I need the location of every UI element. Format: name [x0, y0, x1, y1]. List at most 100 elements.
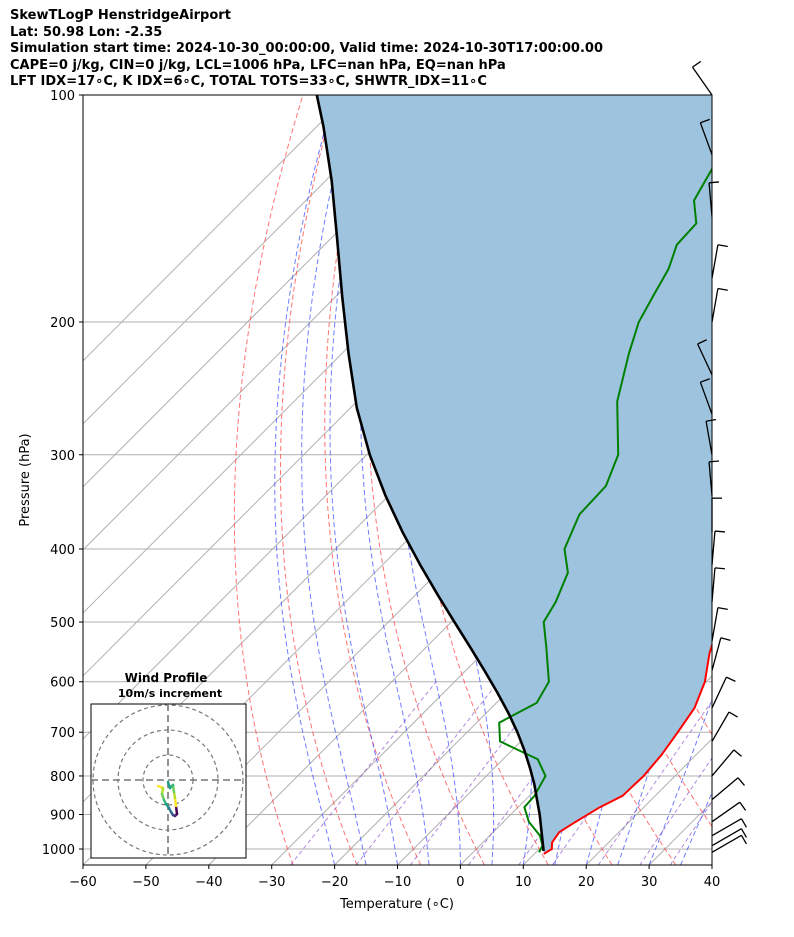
- title-line-location: Lat: 50.98 Lon: -2.35: [10, 24, 163, 40]
- wind-barb: [711, 834, 748, 853]
- barb-staff: [711, 288, 719, 323]
- y-axis-label: Pressure (hPa): [18, 433, 33, 526]
- barb-staff: [711, 749, 735, 777]
- barb-flag: [717, 606, 728, 611]
- barb-flag: [708, 460, 720, 463]
- barb-flag: [740, 828, 748, 838]
- barb-staff: [711, 818, 742, 837]
- title-line-station: SkewTLogP HenstridgeAirport: [10, 8, 231, 23]
- barb-flag: [720, 637, 731, 642]
- barb-flag: [708, 181, 720, 184]
- y-tick-label: 1000: [42, 843, 75, 858]
- barb-flag: [740, 818, 748, 828]
- barb-flag: [737, 777, 745, 786]
- barb-flag: [714, 530, 725, 533]
- barb-staff: [708, 461, 713, 496]
- isotherm: [334, 486, 712, 865]
- hodograph-segment: [173, 796, 178, 808]
- y-tick-label: 900: [50, 809, 75, 824]
- cape-area: [316, 95, 712, 854]
- barb-staff: [711, 531, 716, 566]
- barb-flag: [717, 244, 728, 248]
- barb-staff: [691, 66, 713, 96]
- barb-flag: [714, 567, 725, 570]
- wind-barb: [699, 378, 713, 415]
- title-line-times: Simulation start time: 2024-10-30_00:00:…: [10, 41, 603, 56]
- barb-flag: [739, 801, 747, 811]
- moist-adiabat: [329, 95, 398, 865]
- barb-staff: [711, 607, 719, 642]
- cape-shading: [316, 95, 712, 854]
- x-axis-label: Temperature (∘C): [339, 897, 454, 912]
- mixing-ratio-line: [597, 700, 712, 865]
- wind-barb: [711, 530, 725, 566]
- wind-barb: [711, 828, 748, 847]
- moist-adiabat: [680, 791, 712, 865]
- inset-plot: [91, 704, 246, 858]
- dry-adiabat: [727, 95, 794, 865]
- barb-flag: [726, 676, 736, 682]
- wind-barb: [697, 339, 713, 376]
- barb-staff: [711, 637, 722, 671]
- temperature-line: [543, 641, 712, 855]
- barb-staff: [711, 711, 730, 742]
- barb-staff: [699, 381, 713, 415]
- wind-barb: [711, 777, 745, 801]
- profiles: [315, 95, 712, 855]
- x-tick-label: −50: [132, 875, 159, 890]
- barb-flag: [740, 834, 748, 845]
- dry-adiabat: [280, 95, 358, 865]
- x-tick-label: −10: [384, 875, 411, 890]
- chart-header: SkewTLogP HenstridgeAirport Lat: 50.98 L…: [10, 8, 603, 91]
- wind-barb: [705, 418, 717, 455]
- isotherm: [711, 864, 712, 865]
- wind-barb: [711, 497, 722, 533]
- wind-barbs: [691, 60, 748, 853]
- barb-flag: [705, 418, 717, 422]
- moist-adiabat: [648, 697, 712, 865]
- barb-staff: [697, 343, 713, 376]
- dry-adiabat: [233, 95, 304, 865]
- wind-barb: [711, 749, 742, 777]
- barb-flag: [692, 60, 702, 68]
- dry-adiabat: [367, 95, 485, 865]
- barb-staff: [705, 421, 713, 455]
- parcel-profile-line: [315, 95, 545, 852]
- x-tick-label: −20: [321, 875, 348, 890]
- mixing-ratio-line: [669, 800, 712, 865]
- inset-title: Wind Profile: [125, 671, 208, 685]
- barb-flag: [700, 118, 710, 124]
- y-tick-label: 100: [50, 89, 75, 104]
- wind-barb: [711, 606, 728, 642]
- isotherm: [83, 95, 349, 362]
- barb-staff: [711, 801, 741, 823]
- y-tick-label: 600: [50, 676, 75, 691]
- barb-flag: [700, 378, 710, 383]
- mixing-ratio-line: [290, 681, 437, 865]
- moist-adiabat: [274, 95, 336, 865]
- wind-barb: [711, 637, 731, 671]
- y-tick-label: 200: [50, 316, 75, 331]
- y-tick-label: 500: [50, 616, 75, 631]
- moist-adiabat: [711, 863, 712, 865]
- barb-staff: [711, 777, 739, 801]
- wind-barb: [711, 711, 738, 742]
- moist-adiabat: [301, 95, 367, 865]
- x-tick-label: −30: [258, 875, 285, 890]
- y-tick-label: 300: [50, 449, 75, 464]
- wind-barb: [711, 244, 728, 279]
- x-tick-label: −40: [195, 875, 222, 890]
- axis-ticks: −60 −50 −40 −30 −20 −10 0 10 20 30 40 1000 900 800 700…: [42, 89, 720, 890]
- mixing-ratio-line: [409, 681, 550, 865]
- mixing-ratio-line: [355, 681, 499, 865]
- x-tick-label: 20: [578, 875, 595, 890]
- y-tick-label: 400: [50, 543, 75, 558]
- hodograph-segment: [166, 780, 172, 790]
- wind-barb: [708, 181, 720, 217]
- barb-staff: [699, 122, 713, 155]
- y-tick-label: 800: [50, 770, 75, 785]
- x-tick-label: 30: [641, 875, 658, 890]
- x-tick-label: 0: [456, 875, 464, 890]
- isotherm: [83, 95, 412, 425]
